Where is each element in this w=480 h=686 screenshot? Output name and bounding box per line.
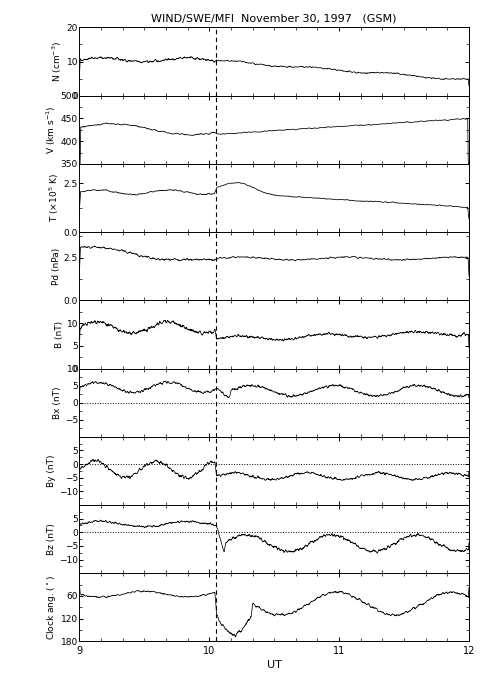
Y-axis label: Pd (nPa): Pd (nPa) <box>52 248 60 285</box>
Title: WIND/SWE/MFI  November 30, 1997   (GSM): WIND/SWE/MFI November 30, 1997 (GSM) <box>151 14 396 24</box>
Y-axis label: V (km s$^{-1}$): V (km s$^{-1}$) <box>45 106 58 154</box>
Y-axis label: N (cm$^{-3}$): N (cm$^{-3}$) <box>50 41 63 82</box>
Y-axis label: Clock ang. ($^\circ$): Clock ang. ($^\circ$) <box>45 575 58 640</box>
Y-axis label: By (nT): By (nT) <box>47 455 56 487</box>
Y-axis label: T ($\times$10$^5$ K): T ($\times$10$^5$ K) <box>48 174 60 222</box>
X-axis label: UT: UT <box>266 661 281 670</box>
Y-axis label: Bx (nT): Bx (nT) <box>53 386 62 419</box>
Y-axis label: Bz (nT): Bz (nT) <box>47 523 56 555</box>
Y-axis label: B (nT): B (nT) <box>55 321 63 348</box>
